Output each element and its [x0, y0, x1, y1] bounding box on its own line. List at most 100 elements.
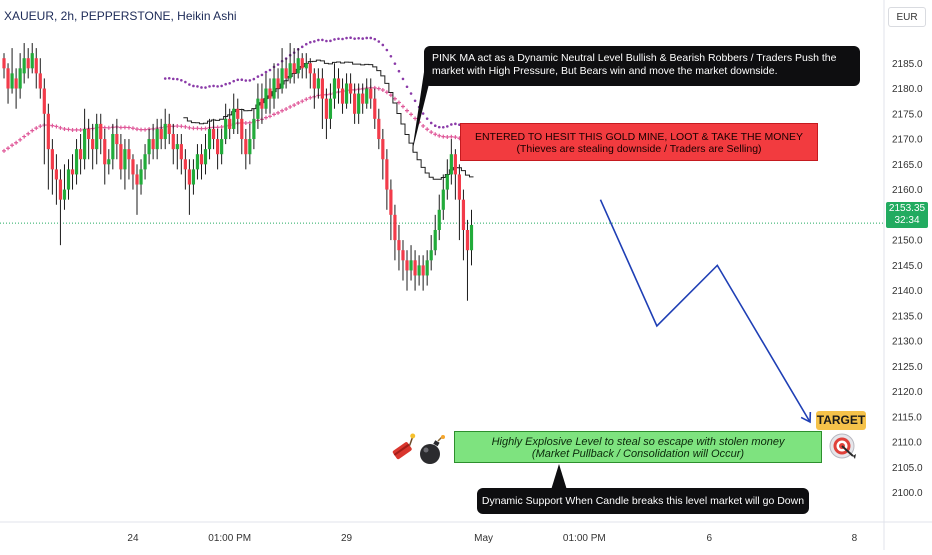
purple-ma-point [345, 36, 348, 40]
purple-ma-point [454, 122, 457, 126]
candle-body [135, 174, 139, 185]
purple-ma-point [361, 37, 364, 40]
pink-ma-point [179, 124, 184, 129]
explosive-subtitle: (Market Pullback / Consolidation will Oc… [531, 448, 745, 460]
purple-ma-point [260, 73, 264, 77]
candle-body [22, 58, 26, 74]
purple-ma-point [385, 48, 389, 52]
candle-body [207, 128, 212, 150]
candle-body [389, 189, 393, 215]
candle-body [62, 189, 67, 200]
candle-body [123, 149, 127, 170]
pink-ma-note[interactable]: PINK MA act as a Dynamic Neutral Level B… [424, 46, 860, 86]
candle-body [66, 169, 71, 190]
pink-ma-point [199, 126, 204, 131]
candle-body [151, 139, 155, 150]
candle-body [6, 68, 10, 89]
purple-ma-point [313, 40, 316, 43]
purple-ma-point [184, 80, 187, 84]
candle-body [199, 154, 204, 165]
pink-ma-point [400, 104, 405, 109]
explosive-title: Highly Explosive Level to steal so escap… [491, 436, 785, 448]
purple-ma-point [232, 79, 236, 83]
candle-body [78, 149, 83, 160]
candle-body [232, 108, 236, 129]
candle-body [453, 154, 457, 175]
pink-ma-point [272, 112, 277, 117]
purple-ma-point [276, 63, 280, 66]
candle-body [328, 98, 333, 119]
candle-body [147, 139, 151, 155]
purple-ma-point [397, 69, 401, 73]
candle-body [191, 169, 196, 185]
pink-ma-point [276, 110, 281, 115]
pink-ma-point [66, 127, 71, 132]
candle-body [449, 154, 453, 175]
candle-body [228, 118, 232, 129]
pink-ma-point [38, 124, 43, 129]
candle-body [429, 250, 433, 261]
y-tick-label: 2120.0 [892, 387, 923, 398]
candle-body [348, 83, 353, 94]
pink-ma-point [392, 96, 397, 101]
purple-ma-point [192, 84, 195, 88]
candle-body [433, 230, 437, 251]
pink-ma-point [10, 143, 15, 148]
pink-ma-point [50, 123, 55, 128]
purple-ma-point [304, 42, 308, 46]
candle-body [405, 260, 409, 271]
purple-ma-point [393, 62, 397, 65]
candle-body [340, 88, 345, 104]
purple-ma-point [425, 117, 429, 120]
purple-ma-point [240, 78, 244, 82]
pink-ma-point [175, 124, 180, 129]
purple-ma-point [405, 85, 409, 89]
candle-body [127, 149, 131, 160]
currency-button[interactable]: EUR [888, 7, 926, 27]
explosive-level-note[interactable]: Highly Explosive Level to steal so escap… [454, 431, 822, 463]
target-badge[interactable]: TARGET [816, 411, 866, 430]
purple-ma-point [450, 123, 453, 126]
pink-ma-point [219, 124, 224, 129]
purple-ma-point [264, 70, 268, 74]
pink-ma-point [143, 127, 148, 132]
candle-body [183, 159, 187, 170]
purple-ma-point [441, 125, 445, 129]
candle-body [171, 134, 175, 150]
purple-ma-point [329, 39, 332, 43]
pink-ma-point [429, 130, 434, 135]
y-tick-label: 2145.0 [892, 261, 923, 272]
purple-ma-point [308, 41, 312, 44]
pink-ma-point [30, 128, 35, 133]
purple-ma-point [248, 79, 252, 82]
candle-body [264, 88, 268, 109]
candle-body [175, 144, 179, 150]
pink-ma-point [380, 87, 385, 92]
purple-ma-point [421, 112, 425, 115]
purple-ma-point [167, 76, 171, 80]
y-tick-label: 2125.0 [892, 362, 923, 373]
candle-body [220, 139, 224, 155]
purple-ma-point [325, 39, 328, 43]
pink-ma-point [441, 134, 446, 139]
pink-ma-point [453, 135, 458, 140]
purple-ma-point [236, 78, 240, 82]
purple-ma-point [188, 83, 191, 86]
candle-body [115, 134, 119, 145]
dynamic-support-note[interactable]: Dynamic Support When Candle breaks this … [477, 488, 809, 514]
candle-body [421, 265, 425, 276]
candle-body [42, 88, 46, 114]
candle-body [344, 83, 349, 104]
chart-title: XAUEUR, 2h, PEPPERSTONE, Heikin Ashi [4, 9, 237, 23]
pink-ma-point [425, 127, 430, 132]
candle-body [393, 214, 397, 241]
purple-ma-point [171, 77, 175, 81]
pink-ma-point [26, 131, 31, 136]
pink-ma-point [135, 127, 140, 132]
heist-entry-note[interactable]: ENTERED TO HESIT THIS GOLD MINE, LOOT & … [460, 123, 818, 161]
candle-body [353, 93, 357, 114]
candle-body [155, 128, 159, 150]
candle-body [320, 78, 324, 99]
